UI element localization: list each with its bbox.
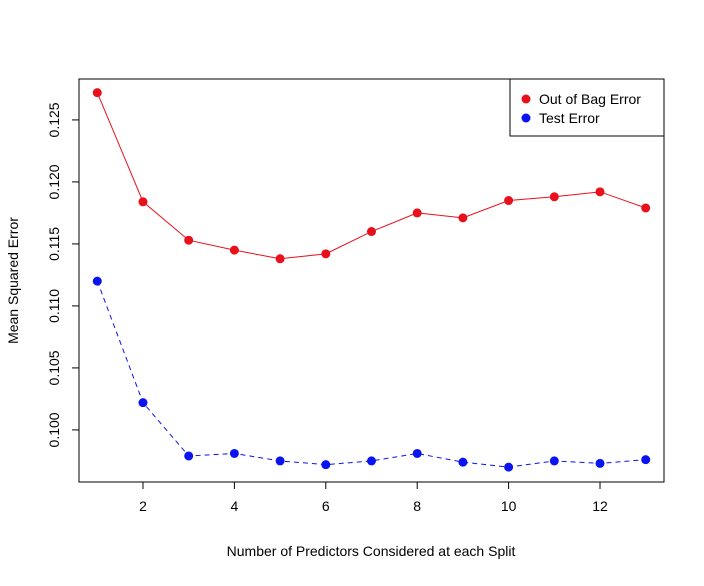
out-of-bag-error-point [641, 203, 651, 213]
x-tick-label: 12 [592, 498, 608, 514]
out-of-bag-error-point [458, 213, 468, 223]
y-axis-title: Mean Squared Error [5, 217, 21, 344]
y-tick-label: 0.105 [46, 350, 62, 385]
y-tick-label: 0.110 [46, 289, 62, 323]
out-of-bag-error-point [275, 254, 285, 264]
out-of-bag-error-point [138, 197, 148, 207]
test-error-point [184, 451, 194, 461]
test-error-point [504, 462, 514, 472]
y-tick-label: 0.125 [46, 102, 62, 137]
plot-frame [78, 78, 665, 483]
x-tick-label: 4 [230, 498, 238, 514]
y-tick-label: 0.100 [46, 412, 62, 447]
legend: Out of Bag Error Test Error [509, 78, 665, 137]
test-error-point [229, 448, 239, 458]
out-of-bag-error-point [229, 245, 239, 255]
x-axis: 2 4 6 8 10 12 [139, 482, 608, 514]
out-of-bag-error-point [412, 208, 422, 218]
out-of-bag-error-point [321, 249, 331, 259]
test-error-line [96, 280, 646, 468]
legend-label: Out of Bag Error [539, 91, 641, 107]
x-tick-label: 2 [139, 498, 147, 514]
test-error-point [549, 456, 559, 466]
legend-marker [521, 113, 531, 123]
test-error-point [92, 276, 102, 286]
x-tick-label: 6 [322, 498, 330, 514]
test-error-point [275, 456, 285, 466]
test-error-point [412, 448, 422, 458]
out-of-bag-error-point [595, 187, 605, 197]
x-tick-label: 10 [501, 498, 517, 514]
out-of-bag-error-point [367, 227, 376, 237]
x-tick-label: 8 [413, 498, 421, 514]
series-layer [92, 88, 651, 472]
out-of-bag-error-point [549, 192, 559, 202]
legend-label: Test Error [539, 110, 600, 126]
out-of-bag-error-point [92, 88, 102, 98]
out-of-bag-error-point [504, 196, 514, 206]
y-tick-label: 0.115 [46, 227, 62, 261]
test-error-point [458, 457, 468, 467]
test-error-point [641, 455, 651, 465]
y-tick-label: 0.120 [46, 164, 62, 199]
legend-box [509, 78, 665, 137]
test-error-point [367, 456, 376, 466]
test-error-point [595, 458, 605, 468]
out-of-bag-error-point [184, 235, 194, 245]
x-axis-title: Number of Predictors Considered at each … [227, 543, 516, 559]
test-error-point [321, 460, 331, 470]
legend-marker [521, 94, 531, 104]
test-error-point [138, 398, 148, 408]
y-axis: 0.100 0.105 0.110 0.115 0.120 0.125 [46, 102, 79, 447]
